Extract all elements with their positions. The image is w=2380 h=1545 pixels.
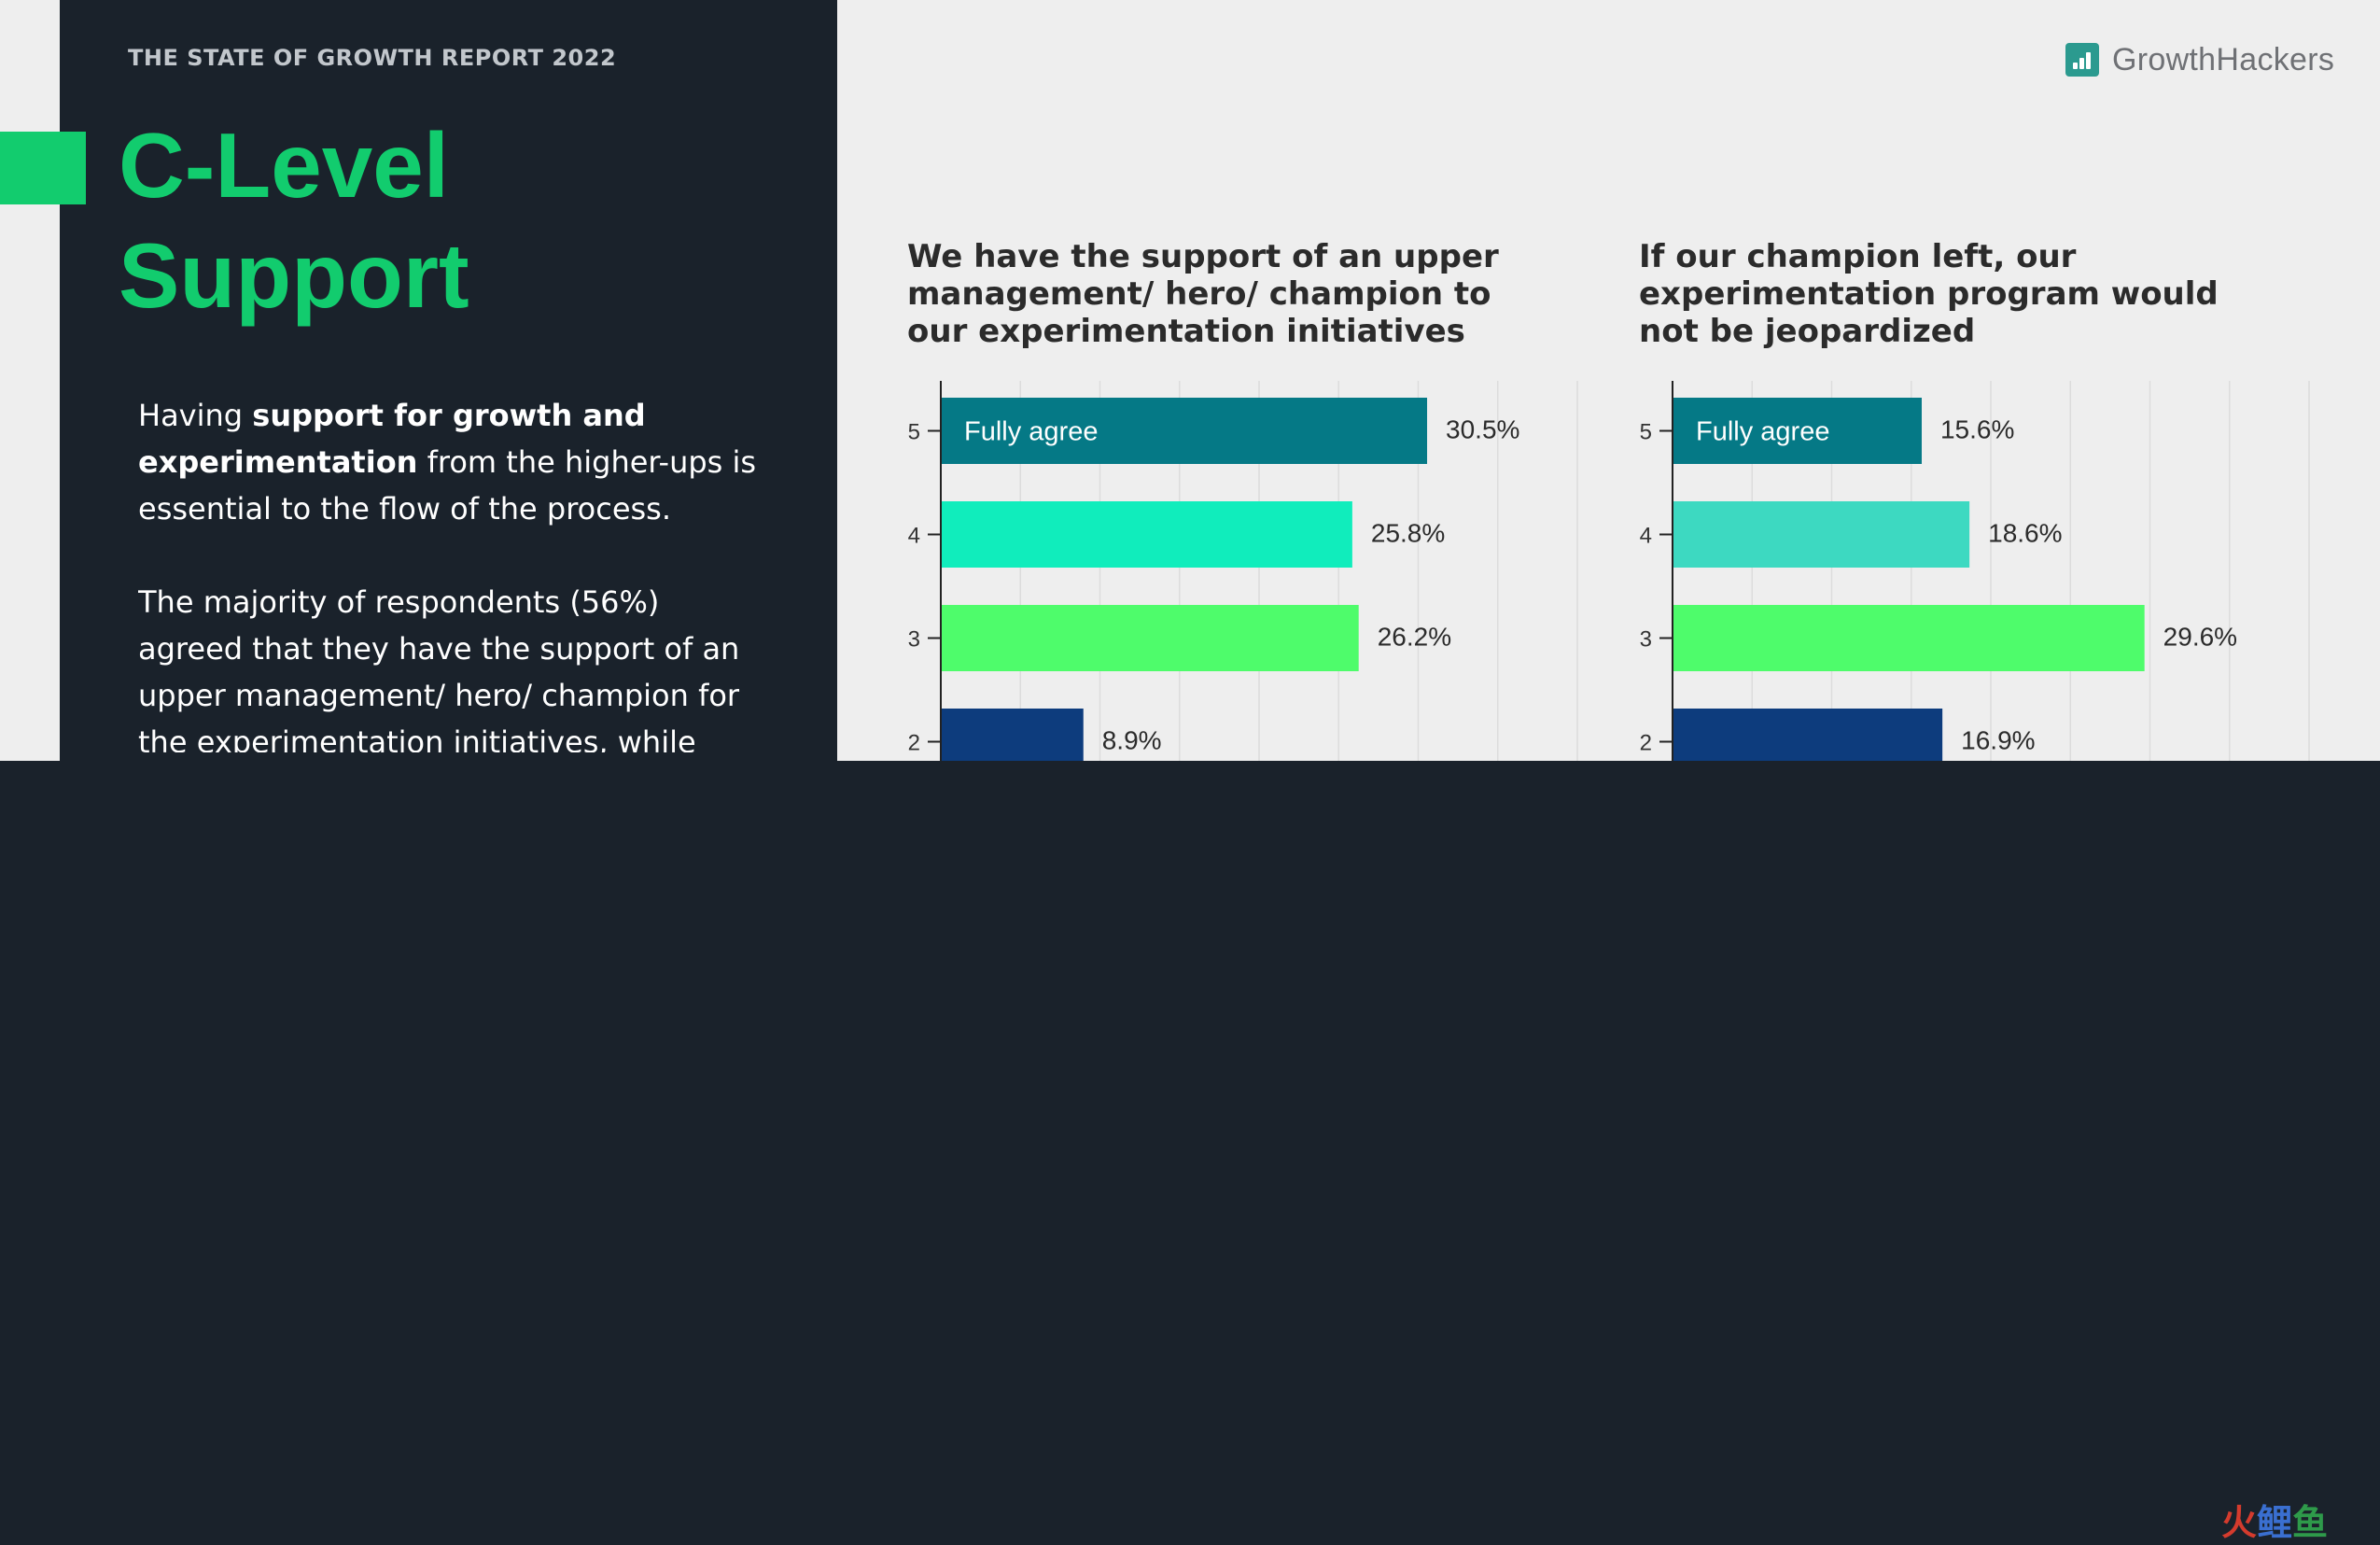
report-slide: THE STATE OF GROWTH REPORT 2022 C-Level … (0, 0, 2380, 761)
bar-value-label: 25.8% (1371, 519, 1445, 548)
bar-value-label: 30.5% (1446, 415, 1519, 444)
bar (942, 501, 1352, 568)
bar-value-label: 8.9% (1102, 726, 1162, 755)
accent-bar (0, 132, 86, 204)
title-line-2: Support (119, 224, 469, 327)
logo-wordmark: GrowthHackers (2112, 42, 2334, 78)
bar (942, 605, 1359, 671)
bar-annotation: Fully agree (1696, 417, 1829, 447)
chart-2: 5 15.6% Fully agree 4 18.6% 3 29.6% 2 16.9% (1640, 381, 2310, 761)
y-tick-label: 5 (1640, 420, 1652, 445)
bar (1673, 398, 1922, 464)
intro-pre: Having (138, 398, 253, 433)
logo-part-2: Hackers (2216, 41, 2335, 77)
y-tick-label: 4 (908, 524, 920, 549)
logo-part-1: Growth (2112, 41, 2217, 77)
y-tick-label: 3 (908, 627, 920, 653)
bar (1673, 709, 1943, 761)
chart-1-title: We have the support of an upper manageme… (907, 238, 1499, 350)
y-tick-label: 5 (908, 420, 920, 445)
bar-value-label: 16.9% (1961, 726, 2035, 755)
bar-chart-icon (2065, 43, 2099, 77)
chart-2-title: If our champion left, our experimentatio… (1639, 238, 2219, 350)
page-title: C-Level Support (119, 110, 469, 330)
y-tick-label: 2 (908, 731, 920, 756)
bar-value-label: 15.6% (1940, 415, 2014, 444)
bar-value-label: 29.6% (2163, 623, 2237, 652)
intro-post: from the higher-ups is essential to the … (138, 444, 757, 527)
y-tick-label: 4 (1640, 524, 1652, 549)
intro-bold: support for growth and experimentation (138, 398, 646, 480)
body-text: Having support for growth and experiment… (138, 392, 763, 752)
left-panel (60, 0, 837, 761)
watermark-logo: 火鲤鱼 (2221, 1502, 2329, 1543)
report-title: THE STATE OF GROWTH REPORT 2022 (128, 45, 617, 71)
bar-value-label: 18.6% (1988, 519, 2062, 548)
growthhackers-logo: GrowthHackers (2065, 41, 2334, 78)
bar (942, 709, 1084, 761)
y-tick-label: 3 (1640, 627, 1652, 653)
bar (1673, 605, 2145, 671)
bar (1673, 501, 1970, 568)
y-tick-label: 2 (1640, 731, 1652, 756)
intro-paragraph: Having support for growth and experiment… (138, 392, 763, 532)
bar-annotation: Fully agree (964, 417, 1098, 447)
second-paragraph: The majority of respondents (56%) agreed… (138, 584, 740, 752)
chart-1: 5 30.5% Fully agree 4 25.8% 3 26.2% 2 8.9% (908, 381, 1578, 761)
bar-value-label: 26.2% (1378, 623, 1451, 652)
bar (942, 398, 1428, 464)
title-line-1: C-Level (119, 114, 450, 217)
